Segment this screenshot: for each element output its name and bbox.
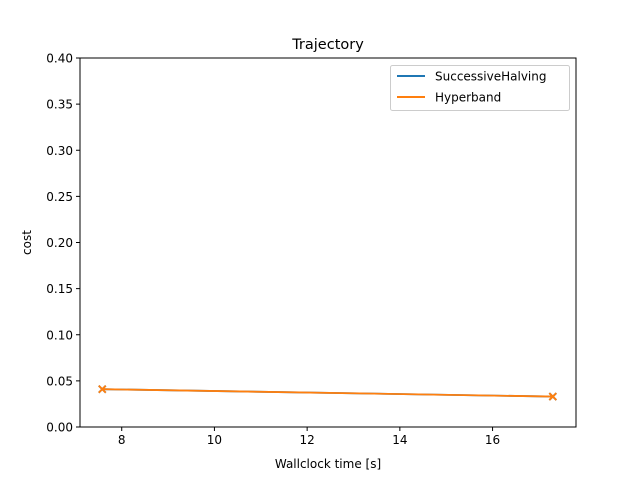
series-layer <box>98 385 557 401</box>
series-line-hyperband <box>102 388 553 398</box>
x-tick-label: 16 <box>485 433 500 447</box>
legend-label-successivehalving: SuccessiveHalving <box>435 70 547 84</box>
y-tick-label: 0.00 <box>46 421 73 435</box>
x-tick-label: 10 <box>207 433 222 447</box>
chart-title: Trajectory <box>291 37 364 53</box>
y-axis-label: cost <box>20 230 34 255</box>
y-tick-label: 0.05 <box>46 374 73 388</box>
y-tick-label: 0.40 <box>46 52 73 66</box>
x-axis: 8 10 12 14 16 <box>118 427 500 447</box>
y-tick-label: 0.35 <box>46 98 73 112</box>
x-tick-label: 14 <box>392 433 407 447</box>
legend-label-hyperband: Hyperband <box>435 91 501 105</box>
y-tick-label: 0.30 <box>46 144 73 158</box>
data-point-hyperband <box>98 385 107 394</box>
x-tick-label: 8 <box>118 433 126 447</box>
data-point-hyperband <box>548 392 557 401</box>
x-axis-label: Wallclock time [s] <box>275 457 381 471</box>
y-tick-label: 0.10 <box>46 328 73 342</box>
y-tick-label: 0.25 <box>46 190 73 204</box>
y-tick-label: 0.15 <box>46 282 73 296</box>
y-tick-label: 0.20 <box>46 236 73 250</box>
legend-box <box>390 65 570 111</box>
legend: SuccessiveHalving Hyperband <box>390 65 570 111</box>
y-axis: 0.00 0.05 0.10 0.15 0.20 0.25 0.30 0.35 0.40 <box>46 52 80 435</box>
x-tick-label: 12 <box>299 433 314 447</box>
